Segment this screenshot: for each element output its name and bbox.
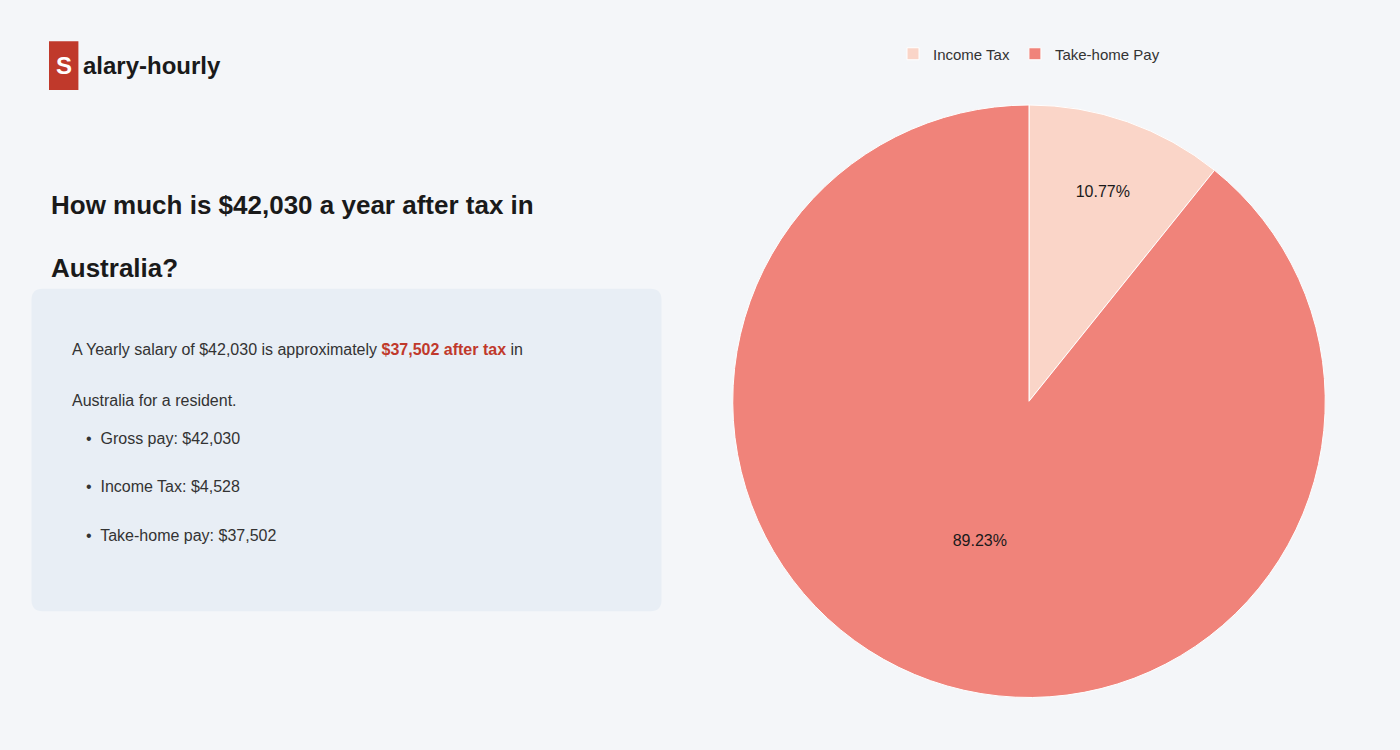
svg-text:• Take-home pay: $37,502: • Take-home pay: $37,502 bbox=[86, 527, 276, 544]
svg-text:Australia for a resident.: Australia for a resident. bbox=[72, 392, 237, 409]
svg-text:• Gross pay: $42,030: • Gross pay: $42,030 bbox=[86, 430, 240, 447]
svg-text:Take-home Pay: Take-home Pay bbox=[1055, 46, 1160, 63]
svg-text:Australia?: Australia? bbox=[51, 253, 178, 283]
svg-text:alary-hourly: alary-hourly bbox=[83, 52, 221, 79]
svg-text:How much is $42,030 a year aft: How much is $42,030 a year after tax in bbox=[51, 190, 534, 220]
svg-text:S: S bbox=[56, 52, 72, 79]
svg-text:• Income Tax: $4,528: • Income Tax: $4,528 bbox=[86, 478, 240, 495]
svg-text:10.77%: 10.77% bbox=[1076, 183, 1130, 200]
svg-text:89.23%: 89.23% bbox=[953, 532, 1007, 549]
svg-text:Income Tax: Income Tax bbox=[933, 46, 1010, 63]
svg-text:A Yearly salary of $42,030 is: A Yearly salary of $42,030 is approximat… bbox=[72, 341, 523, 358]
